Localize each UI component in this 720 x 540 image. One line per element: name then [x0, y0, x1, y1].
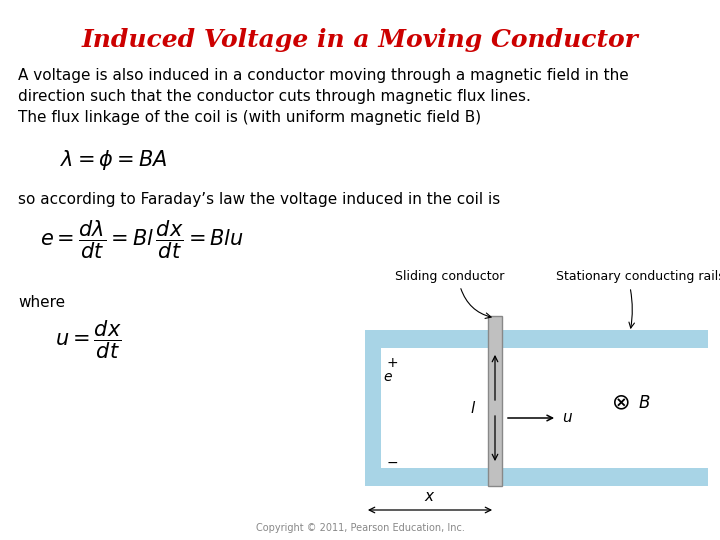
Text: so according to Faraday’s law the voltage induced in the coil is: so according to Faraday’s law the voltag… [18, 192, 500, 207]
Bar [365, 330, 381, 486]
Text: Copyright © 2011, Pearson Education, Inc.: Copyright © 2011, Pearson Education, Inc… [256, 523, 464, 533]
Bar [365, 330, 401, 348]
Text: A voltage is also induced in a conductor moving through a magnetic field in the
: A voltage is also induced in a conductor… [18, 68, 629, 125]
Text: $\lambda = \phi = BA$: $\lambda = \phi = BA$ [60, 148, 168, 172]
Text: $u$: $u$ [562, 410, 573, 426]
Text: $u = \dfrac{dx}{dt}$: $u = \dfrac{dx}{dt}$ [55, 318, 122, 361]
Bar [381, 468, 708, 486]
Text: +: + [387, 356, 399, 370]
Text: Induced Voltage in a Moving Conductor: Induced Voltage in a Moving Conductor [81, 28, 639, 52]
Bar [488, 316, 502, 486]
Text: $e = \dfrac{d\lambda}{dt} = Bl\,\dfrac{dx}{dt} = Blu$: $e = \dfrac{d\lambda}{dt} = Bl\,\dfrac{d… [40, 218, 244, 260]
Text: Stationary conducting rails: Stationary conducting rails [556, 270, 720, 283]
Text: $e$: $e$ [383, 370, 393, 384]
Text: $\otimes$: $\otimes$ [611, 393, 629, 413]
Text: where: where [18, 295, 65, 310]
Text: Sliding conductor: Sliding conductor [395, 270, 505, 283]
Text: $B$: $B$ [638, 394, 650, 412]
Text: −: − [387, 456, 399, 470]
Bar [381, 330, 708, 348]
Text: $x$: $x$ [424, 489, 436, 504]
Bar [365, 468, 401, 486]
Text: $l$: $l$ [470, 400, 476, 416]
